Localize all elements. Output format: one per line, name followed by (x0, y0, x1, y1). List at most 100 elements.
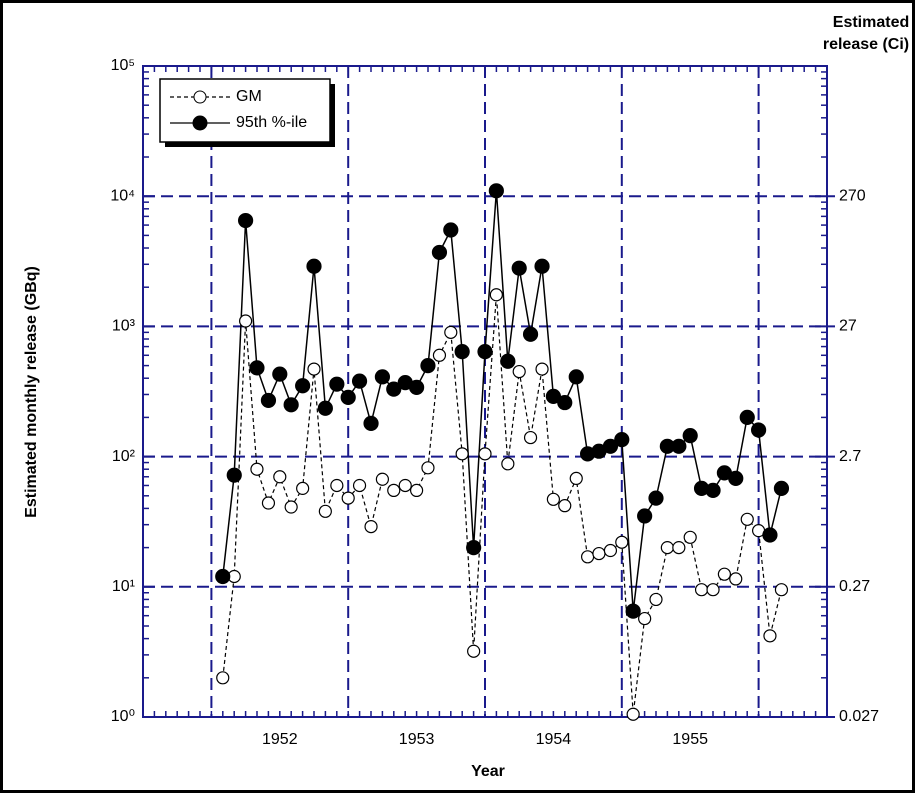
legend-label: 95th %-ile (236, 114, 307, 131)
data-point (569, 471, 583, 486)
data-point (273, 470, 287, 484)
data-point (602, 438, 619, 454)
y2-axis-title: release (Ci) (823, 36, 909, 53)
data-point (454, 344, 470, 360)
y-tick-label: 10³ (112, 318, 136, 335)
data-point (740, 512, 754, 526)
data-point (626, 707, 640, 721)
data-point (682, 427, 698, 444)
x-tick-label: 1954 (536, 731, 572, 748)
data-point (443, 222, 459, 238)
plot-frame (142, 65, 828, 718)
data-point (489, 288, 503, 302)
data-point (444, 325, 458, 339)
data-point (683, 530, 697, 544)
data-point (295, 378, 311, 394)
y2-axis-title: Estimated (833, 14, 909, 31)
data-point (364, 519, 378, 534)
data-point (420, 357, 436, 374)
data-point (512, 364, 526, 379)
data-point (467, 644, 481, 658)
data-point (341, 491, 355, 505)
data-point (239, 314, 253, 328)
data-point (614, 432, 630, 448)
data-point (249, 360, 265, 376)
data-point (706, 583, 720, 597)
data-point (352, 478, 367, 493)
legend-label: GM (236, 88, 262, 105)
data-point (535, 362, 549, 376)
data-point (216, 671, 230, 685)
data-point (250, 462, 264, 476)
data-point (215, 568, 231, 585)
data-point (546, 492, 561, 506)
data-point (374, 369, 390, 385)
data-point (238, 212, 254, 229)
data-point (432, 348, 447, 362)
data-point (261, 496, 276, 510)
x-tick-label: 1953 (399, 731, 435, 748)
data-point (501, 457, 515, 471)
data-point (638, 611, 652, 626)
data-point (488, 183, 504, 199)
data-point (307, 362, 321, 376)
data-point (330, 478, 344, 493)
data-point (477, 344, 493, 360)
data-point (386, 381, 402, 397)
data-point (511, 260, 527, 276)
data-point (729, 572, 743, 586)
data-point (773, 480, 790, 496)
data-point (625, 603, 641, 619)
data-point (260, 392, 277, 409)
data-point (363, 415, 379, 431)
data-point (694, 583, 709, 597)
data-point (648, 490, 664, 506)
data-point (409, 379, 425, 396)
y2-tick-label: 0.027 (839, 708, 879, 725)
data-point (774, 583, 789, 597)
data-point (500, 353, 516, 369)
data-point (660, 541, 674, 555)
data-point (283, 397, 299, 413)
data-point (671, 438, 687, 454)
series-line (222, 190, 783, 612)
y-tick-label: 10⁴ (110, 187, 135, 204)
data-point (558, 499, 572, 513)
data-point (340, 389, 356, 405)
y2-tick-label: 270 (839, 187, 866, 204)
y-tick-label: 10² (112, 448, 136, 465)
data-point (478, 447, 492, 461)
data-point (431, 244, 448, 261)
y-tick-label: 10¹ (112, 578, 135, 595)
x-tick-label: 1955 (672, 731, 708, 748)
data-point (557, 394, 573, 411)
data-point (750, 422, 767, 438)
data-point (717, 567, 732, 581)
data-point (649, 592, 663, 607)
data-point (603, 543, 618, 558)
x-axis-title: Year (471, 763, 505, 780)
data-point (284, 500, 298, 514)
y2-tick-label: 0.27 (839, 578, 870, 595)
data-point (637, 508, 653, 524)
data-point (523, 430, 538, 445)
data-point (762, 527, 778, 543)
y-tick-label: 10⁰ (111, 708, 135, 725)
data-point (568, 369, 584, 385)
data-point (522, 326, 539, 342)
data-point (387, 483, 401, 498)
data-point (455, 447, 469, 461)
data-point (728, 470, 744, 487)
data-point (672, 541, 686, 555)
data-point (329, 376, 345, 392)
data-point (226, 467, 242, 483)
y-tick-label: 10⁵ (111, 57, 135, 74)
data-point (739, 409, 755, 426)
data-point (296, 481, 310, 495)
data-point (580, 550, 595, 564)
data-point (306, 258, 322, 274)
data-point (705, 482, 721, 499)
legend-marker (192, 115, 208, 131)
data-point (410, 483, 424, 498)
